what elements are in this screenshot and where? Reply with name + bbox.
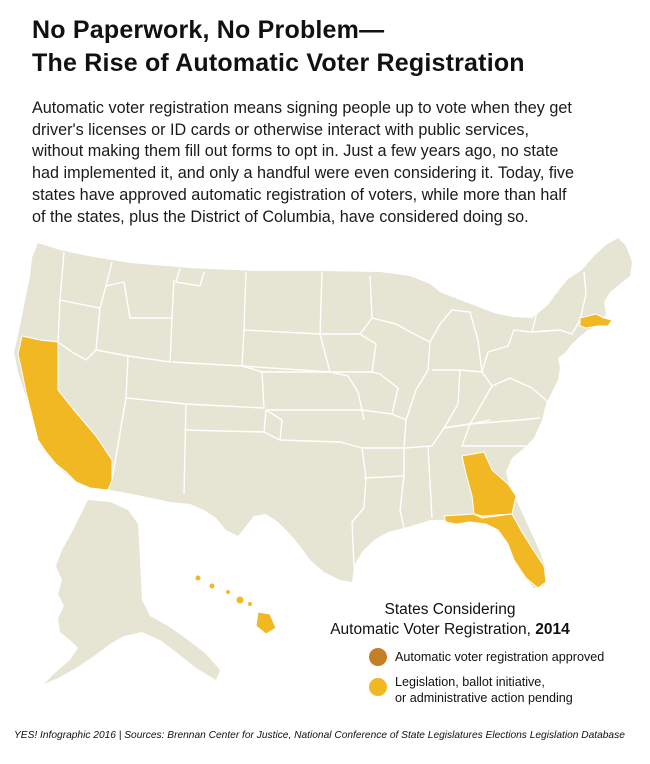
circle-icon <box>369 648 387 666</box>
legend-label-line: Legislation, ballot initiative, <box>395 675 545 689</box>
alaska-land <box>44 500 220 684</box>
legend-item-approved: Automatic voter registration approved <box>369 648 604 666</box>
intro-line: of the states, plus the District of Colu… <box>32 207 529 226</box>
legend-label-line: or administrative action pending <box>395 691 573 705</box>
intro-line: Automatic voter registration means signi… <box>32 99 572 117</box>
legend-label: Legislation, ballot initiative, or admin… <box>395 674 573 706</box>
state-california <box>17 335 113 491</box>
legend-title: States Considering Automatic Voter Regis… <box>300 600 600 640</box>
state-florida <box>443 513 547 589</box>
page-title: No Paperwork, No Problem— The Rise of Au… <box>32 14 632 80</box>
legend-title-line-1: States Considering <box>384 601 516 618</box>
intro-line: had implemented it, and only a handful w… <box>32 164 575 183</box>
title-line-2: The Rise of Automatic Voter Registration <box>32 49 525 77</box>
intro-paragraph: Automatic voter registration means signi… <box>32 98 632 228</box>
state-borders <box>21 251 589 567</box>
intro-line: driver's licenses or ID cards or otherwi… <box>32 120 529 139</box>
legend-title-text: Automatic Voter Registration, <box>330 621 531 638</box>
legend-title-line-2: Automatic Voter Registration, 2014 <box>300 620 600 640</box>
state-massachusetts <box>579 313 613 329</box>
state-hawaii <box>194 574 277 635</box>
title-line-1: No Paperwork, No Problem— <box>32 16 385 44</box>
source-footer: YES! Infographic 2016 | Sources: Brennan… <box>14 730 625 741</box>
legend-item-pending: Legislation, ballot initiative, or admin… <box>369 674 573 706</box>
circle-icon <box>369 678 387 696</box>
intro-line: without making them fill out forms to op… <box>32 142 559 161</box>
legend-year: 2014 <box>535 621 570 638</box>
legend-label-line: Automatic voter registration approved <box>395 650 605 664</box>
legend-label: Automatic voter registration approved <box>395 649 604 665</box>
intro-line: states have approved automatic registrat… <box>32 185 567 204</box>
